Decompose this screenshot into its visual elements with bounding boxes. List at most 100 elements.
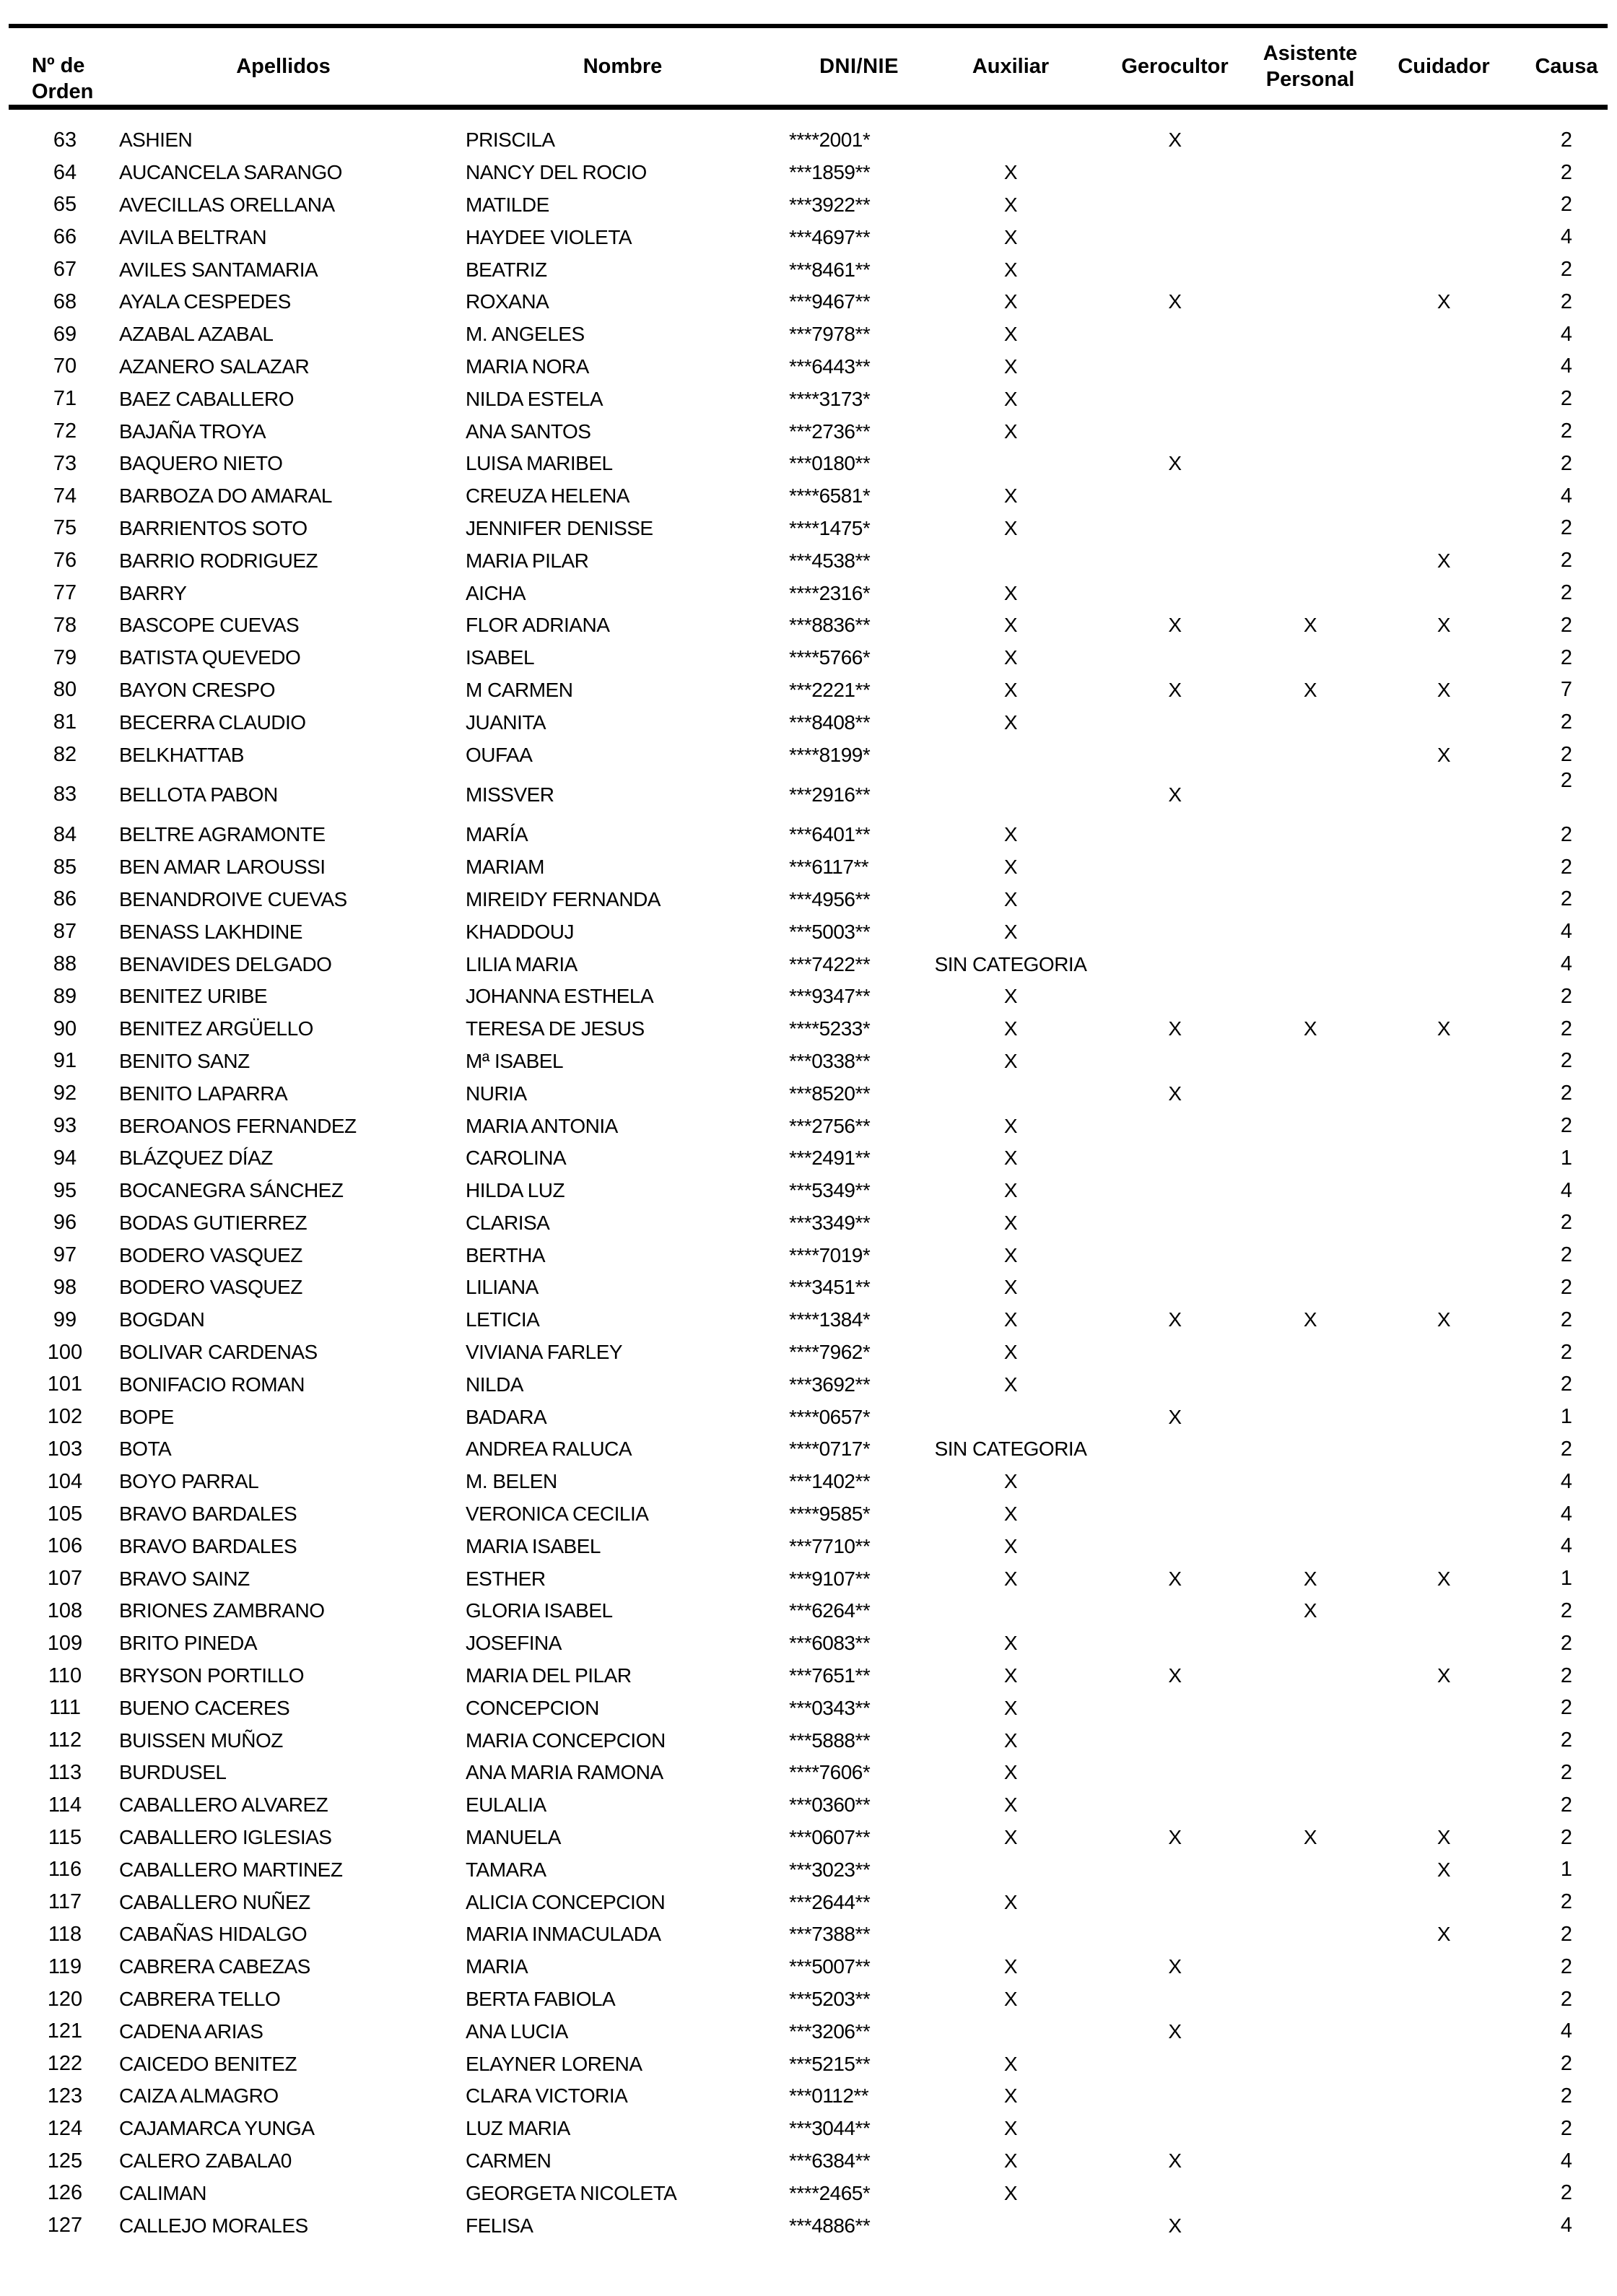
cell-asistente-personal-mark: X	[1303, 1826, 1317, 1849]
cell-cuidador-mark: X	[1437, 1923, 1451, 1946]
cell-auxiliar-mark: X	[1003, 1503, 1018, 1526]
cell-causa: 2	[1560, 1049, 1573, 1073]
cell-auxiliar-mark: X	[1003, 710, 1018, 734]
table-row: 65 AVECILLAS ORELLANA MATILDE ***3922** …	[22, 189, 1606, 222]
table-row: 101 BONIFACIO ROMAN NILDA ***3692** X 2	[22, 1368, 1606, 1401]
cell-nombre: HAYDEE VIOLETA	[466, 225, 632, 248]
cell-nombre: CAROLINA	[466, 1147, 567, 1170]
table-row: 99 BOGDAN LETICIA ****1384* X X X X 2	[22, 1304, 1606, 1336]
table-row: 77 BARRY AICHA ****2316* X 2	[22, 577, 1606, 609]
cell-nombre: MATILDE	[466, 193, 549, 216]
cell-order-number: 116	[48, 1858, 82, 1882]
cell-order-number: 65	[53, 193, 77, 217]
cell-order-number: 113	[48, 1760, 82, 1784]
cell-apellidos: BARRIO RODRIGUEZ	[119, 549, 318, 572]
table-body: 63 ASHIEN PRISCILA ****2001* X 2 64 AUCA…	[22, 124, 1606, 2242]
cell-gerocultor-mark: X	[1168, 1826, 1182, 1849]
table-row: 86 BENANDROIVE CUEVAS MIREIDY FERNANDA *…	[22, 884, 1606, 916]
cell-gerocultor-mark: X	[1168, 1567, 1182, 1590]
cell-order-number: 110	[48, 1664, 82, 1687]
cell-dni-nie: ****1475*	[789, 516, 871, 539]
cell-order-number: 112	[48, 1728, 82, 1752]
cell-auxiliar-mark: X	[1003, 823, 1018, 846]
cell-auxiliar-mark: X	[1003, 323, 1018, 346]
cell-nombre: MARIA	[466, 1955, 528, 1978]
cell-apellidos: AVECILLAS ORELLANA	[119, 193, 335, 216]
cell-apellidos: BENASS LAKHDINE	[119, 920, 302, 943]
cell-causa: 4	[1560, 2149, 1573, 2173]
cell-order-number: 125	[47, 2149, 83, 2173]
cell-gerocultor-mark: X	[1168, 1308, 1182, 1331]
cell-order-number: 85	[53, 855, 77, 879]
cell-apellidos: CABRERA CABEZAS	[119, 1955, 310, 1978]
cell-dni-nie: ***0338**	[789, 1049, 871, 1072]
cell-order-number: 91	[53, 1049, 77, 1073]
cell-apellidos: CABALLERO IGLESIAS	[119, 1826, 332, 1849]
cell-apellidos: BONIFACIO ROMAN	[119, 1373, 305, 1396]
cell-apellidos: CADENA ARIAS	[119, 2019, 263, 2043]
cell-apellidos: CABRERA TELLO	[119, 1988, 281, 2011]
cell-auxiliar-mark: X	[1003, 1793, 1018, 1817]
table-row: 109 BRITO PINEDA JOSEFINA ***6083** X 2	[22, 1627, 1606, 1660]
cell-order-number: 101	[47, 1373, 83, 1396]
cell-nombre: MARIAM	[466, 856, 545, 879]
cell-causa: 2	[1560, 1373, 1573, 1396]
cell-auxiliar-mark: SIN CATEGORIA	[934, 952, 1087, 975]
cell-order-number: 63	[53, 128, 77, 152]
cell-auxiliar-mark: X	[1003, 1890, 1018, 1913]
table-row: 107 BRAVO SAINZ ESTHER ***9107** X X X X…	[22, 1562, 1606, 1595]
cell-causa: 4	[1560, 322, 1573, 346]
cell-apellidos: CAIZA ALMAGRO	[119, 2084, 279, 2108]
cell-nombre: MANUELA	[466, 1826, 561, 1849]
cell-dni-nie: ***8520**	[789, 1082, 871, 1105]
cell-auxiliar-mark: X	[1003, 387, 1018, 410]
cell-apellidos: BENITEZ URIBE	[119, 985, 268, 1008]
cell-causa: 2	[1560, 887, 1573, 911]
cell-nombre: PRISCILA	[466, 129, 555, 152]
cell-order-number: 121	[47, 2019, 83, 2043]
cell-nombre: TERESA DE JESUS	[466, 1017, 645, 1040]
cell-dni-nie: ****0657*	[789, 1405, 871, 1428]
cell-asistente-personal-mark: X	[1303, 1599, 1317, 1622]
cell-nombre: M. ANGELES	[466, 323, 585, 346]
cell-order-number: 71	[53, 387, 77, 411]
cell-order-number: 126	[47, 2181, 83, 2205]
table-row: 119 CABRERA CABEZAS MARIA ***5007** X X …	[22, 1951, 1606, 1983]
cell-auxiliar-mark: X	[1003, 1567, 1018, 1590]
cell-cuidador-mark: X	[1437, 290, 1451, 313]
cell-causa: 2	[1560, 1728, 1573, 1752]
table-row: 81 BECERRA CLAUDIO JUANITA ***8408** X 2	[22, 706, 1606, 739]
cell-apellidos: BARRIENTOS SOTO	[119, 516, 308, 539]
cell-order-number: 84	[53, 822, 77, 846]
cell-auxiliar-mark: X	[1003, 2149, 1018, 2172]
cell-apellidos: BOYO PARRAL	[119, 1470, 259, 1493]
cell-auxiliar-mark: X	[1003, 1147, 1018, 1170]
table-row: 68 AYALA CESPEDES ROXANA ***9467** X X X…	[22, 286, 1606, 318]
cell-dni-nie: ***1402**	[789, 1470, 871, 1493]
cell-order-number: 77	[53, 581, 77, 605]
cell-auxiliar-mark: X	[1003, 1276, 1018, 1299]
cell-apellidos: BAQUERO NIETO	[119, 452, 283, 475]
cell-causa: 4	[1560, 355, 1573, 378]
cell-order-number: 122	[47, 2052, 83, 2076]
cell-order-number: 115	[48, 1825, 82, 1849]
table-row: 93 BEROANOS FERNANDEZ MARIA ANTONIA ***2…	[22, 1110, 1606, 1142]
cell-order-number: 111	[48, 1696, 82, 1720]
table-row: 66 AVILA BELTRAN HAYDEE VIOLETA ***4697*…	[22, 221, 1606, 253]
cell-order-number: 88	[53, 952, 77, 976]
cell-apellidos: AZANERO SALAZAR	[119, 355, 310, 378]
table-row: 111 BUENO CACERES CONCEPCION ***0343** X…	[22, 1692, 1606, 1724]
table-row: 103 BOTA ANDREA RALUCA ****0717* SIN CAT…	[22, 1433, 1606, 1466]
table-row: 82 BELKHATTAB OUFAA ****8199* X 2	[22, 739, 1606, 771]
cell-order-number: 72	[53, 419, 77, 443]
cell-nombre: M CARMEN	[466, 678, 573, 701]
cell-causa: 2	[1560, 1082, 1573, 1105]
cell-causa: 2	[1560, 387, 1573, 411]
cell-nombre: LUISA MARIBEL	[466, 452, 613, 475]
cell-order-number: 95	[53, 1178, 77, 1202]
table-row: 117 CABALLERO NUÑEZ ALICIA CONCEPCION **…	[22, 1886, 1606, 1918]
cell-auxiliar-mark: X	[1003, 1341, 1018, 1364]
cell-gerocultor-mark: X	[1168, 783, 1182, 806]
cell-dni-nie: ***8836**	[789, 614, 871, 637]
